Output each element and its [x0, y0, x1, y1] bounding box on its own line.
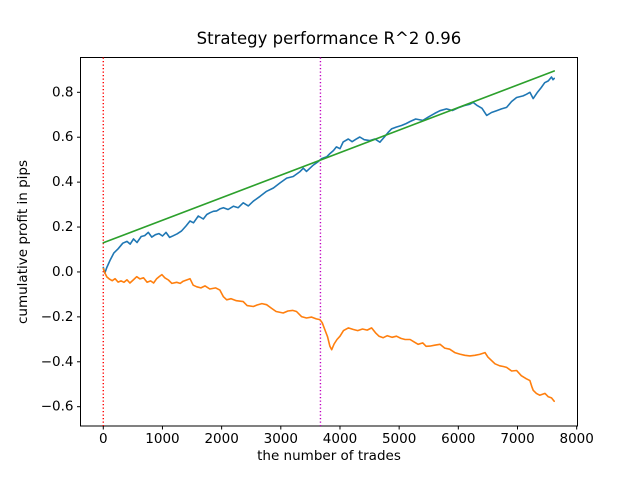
x-tick-label: 2000: [204, 431, 238, 447]
x-tick-label: 8000: [559, 431, 593, 447]
series-cumulative-profit: [102, 76, 556, 274]
y-tick-label: −0.2: [41, 309, 74, 325]
x-tick-label: 1000: [145, 431, 179, 447]
y-tick-label: 0.6: [52, 129, 73, 145]
y-tick-label: 0.8: [52, 84, 73, 100]
y-tick-label: 0.2: [52, 219, 73, 235]
chart-title: Strategy performance R^2 0.96: [196, 29, 462, 48]
x-tick-label: 3000: [264, 431, 298, 447]
x-tick-label: 6000: [441, 431, 475, 447]
series-inverse-profit: [102, 267, 556, 403]
x-tick-label: 5000: [382, 431, 416, 447]
y-tick-label: 0.0: [52, 264, 73, 280]
y-tick-label: −0.6: [41, 399, 74, 415]
x-axis-label: the number of trades: [257, 448, 401, 464]
x-tick-label: 4000: [323, 431, 357, 447]
plot-border: [80, 57, 578, 427]
y-tick-label: 0.4: [52, 174, 73, 190]
y-tick-label: −0.4: [41, 354, 74, 370]
x-tick-label: 7000: [500, 431, 534, 447]
x-tick-label: 0: [99, 431, 108, 447]
series-linear-fit: [102, 70, 556, 244]
